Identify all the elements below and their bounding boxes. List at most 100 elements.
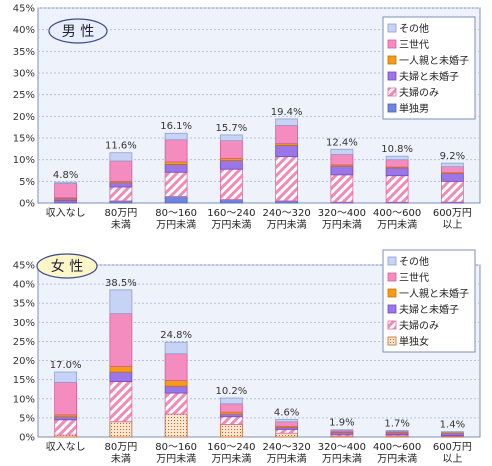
x-tick-label: 収入なし <box>46 207 86 219</box>
total-data-label: 17.0% <box>50 360 82 371</box>
bar-segment <box>164 139 188 163</box>
total-data-label: 12.4% <box>326 137 358 148</box>
legend <box>382 16 476 120</box>
x-tick-label: 未満 <box>111 219 131 231</box>
bar-segment <box>275 419 299 423</box>
legend-swatch <box>387 256 397 266</box>
x-tick-label: 240～320 <box>263 442 311 453</box>
bar-segment <box>385 430 409 432</box>
bar-segment <box>440 166 464 174</box>
bar-segment <box>109 421 133 438</box>
bar-segment <box>275 125 299 145</box>
chart-panel-male: 0% 5% 10% 15% 20% 25% 30% 35% 40% 45% 4.8% 収入なし 11.6… <box>13 4 481 231</box>
bar-segment <box>385 155 409 161</box>
bar-segment <box>164 353 188 381</box>
y-tick-label: 40% <box>13 280 35 291</box>
total-data-label: 19.4% <box>271 107 303 118</box>
bar-segment <box>440 173 464 182</box>
bar-segment <box>219 413 243 418</box>
bar-segment <box>219 134 243 141</box>
legend-swatch <box>387 304 397 314</box>
bar-segment <box>164 164 188 173</box>
y-tick-label: 15% <box>13 375 35 386</box>
x-tick-label: 80～160 <box>155 208 197 219</box>
legend-label: 一人親と未婚子 <box>399 287 469 300</box>
legend-swatch <box>387 55 397 65</box>
bar-segment <box>440 431 464 433</box>
legend-label: 三世代 <box>399 39 429 51</box>
bar-segment <box>275 432 299 438</box>
legend-label: 夫婦と未婚子 <box>399 70 459 83</box>
chart-title-badge <box>36 253 98 279</box>
bar-segment <box>275 428 299 434</box>
bar-segment <box>385 167 409 177</box>
y-tick-label: 0% <box>19 433 35 444</box>
x-tick-label: 600万円 <box>433 442 472 453</box>
bar-segment <box>385 159 409 168</box>
legend-swatch <box>387 336 397 346</box>
x-tick-label: 160～240 <box>207 208 255 219</box>
bar-segment <box>275 156 299 202</box>
y-tick-label: 35% <box>13 299 35 310</box>
x-tick-label: 万円未満 <box>156 453 196 465</box>
legend-label: 単独女 <box>399 335 429 348</box>
y-tick-label: 30% <box>13 69 35 80</box>
bar-segment <box>109 365 133 373</box>
y-tick-label: 0% <box>19 199 35 210</box>
bar-segment <box>54 381 78 416</box>
bar-segment <box>109 371 133 382</box>
legend-swatch <box>387 71 397 81</box>
bar-segment <box>164 341 188 355</box>
x-tick-label: 80万円 <box>105 208 138 219</box>
total-data-label: 1.7% <box>384 419 409 430</box>
bar-segment <box>109 152 133 162</box>
x-tick-label: 万円未満 <box>377 219 417 231</box>
y-tick-label: 35% <box>13 47 35 58</box>
legend-swatch <box>387 288 397 298</box>
x-tick-label: 以上 <box>442 453 462 465</box>
y-tick-label: 20% <box>13 356 35 367</box>
total-data-label: 4.8% <box>53 170 78 181</box>
total-data-label: 16.1% <box>160 121 192 132</box>
y-tick-label: 10% <box>13 394 35 405</box>
legend-label: 夫婦と未婚子 <box>399 303 459 316</box>
y-tick-label: 40% <box>13 25 35 36</box>
legend-label: 夫婦のみ <box>399 87 439 99</box>
bar-segment <box>219 140 243 159</box>
bar-segment <box>330 154 354 166</box>
y-tick-label: 30% <box>13 318 35 329</box>
y-tick-label: 45% <box>13 4 35 15</box>
bar-segment <box>164 413 188 438</box>
bar-segment <box>109 182 133 188</box>
bar-segment <box>164 392 188 415</box>
x-tick-label: 80万円 <box>105 442 138 453</box>
x-tick-label: 万円未満 <box>267 219 307 231</box>
x-tick-label: 万円未満 <box>211 219 251 231</box>
bar-segment <box>109 289 133 314</box>
total-data-label: 1.9% <box>329 418 354 429</box>
bar-segment <box>275 144 299 158</box>
bar-segment <box>54 416 78 421</box>
total-data-label: 4.6% <box>274 407 299 418</box>
x-tick-label: 400～600 <box>373 208 421 219</box>
y-tick-label: 25% <box>13 337 35 348</box>
x-tick-label: 320～400 <box>318 208 366 219</box>
bar-segment <box>275 118 299 126</box>
legend-label: 一人親と未婚子 <box>399 54 469 67</box>
bar-segment <box>219 423 243 438</box>
total-data-label: 11.6% <box>105 141 137 152</box>
x-tick-label: 以上 <box>442 219 462 231</box>
bar-segment <box>219 168 243 200</box>
bar-segment <box>109 313 133 367</box>
total-data-label: 24.8% <box>160 330 192 341</box>
x-tick-label: 万円未満 <box>211 453 251 465</box>
bar-segment <box>219 416 243 425</box>
legend-swatch <box>387 272 397 282</box>
x-tick-label: 600万円 <box>433 208 472 219</box>
x-tick-label: 320～400 <box>318 442 366 453</box>
total-data-label: 10.8% <box>381 144 413 155</box>
legend <box>382 249 476 353</box>
legend-label: その他 <box>399 255 429 268</box>
bar-segment <box>330 429 354 431</box>
